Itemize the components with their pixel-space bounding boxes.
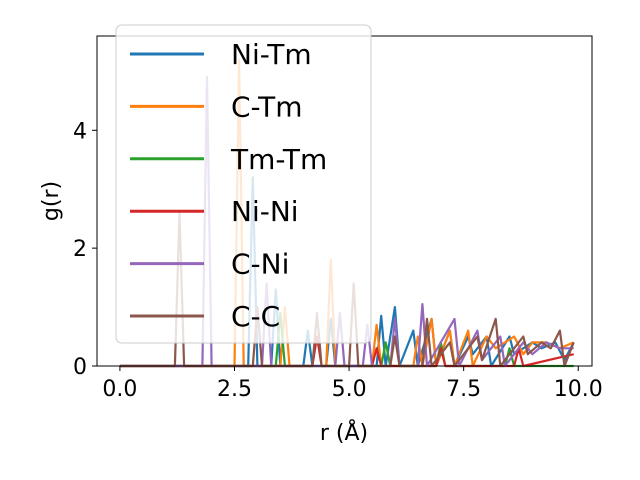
y-tick-label: 4 (73, 119, 87, 144)
x-tick-label: 0.0 (102, 377, 137, 402)
axis-ticks: 0.0 2.5 5.0 7.5 10.0 0 2 4 (73, 119, 603, 402)
legend-label-c-tm: C-Tm (231, 90, 302, 123)
legend-label-c-c: C-C (231, 300, 280, 333)
legend-label-ni-tm: Ni-Tm (231, 38, 312, 71)
y-axis-label: g(r) (39, 181, 64, 221)
legend-label-tm-tm: Tm-Tm (230, 143, 327, 176)
x-tick-label: 5.0 (332, 377, 367, 402)
x-tick-label: 7.5 (446, 377, 481, 402)
y-tick-label: 0 (73, 355, 87, 380)
y-tick-label: 2 (73, 237, 87, 262)
legend: Ni-Tm C-Tm Tm-Tm Ni-Ni C-Ni C-C (115, 24, 372, 344)
legend-label-c-ni: C-Ni (231, 248, 289, 281)
x-tick-label: 10.0 (554, 377, 603, 402)
x-tick-label: 2.5 (217, 377, 252, 402)
legend-label-ni-ni: Ni-Ni (231, 195, 299, 228)
legend-box (115, 24, 372, 344)
x-axis-label: r (Å) (320, 419, 368, 446)
